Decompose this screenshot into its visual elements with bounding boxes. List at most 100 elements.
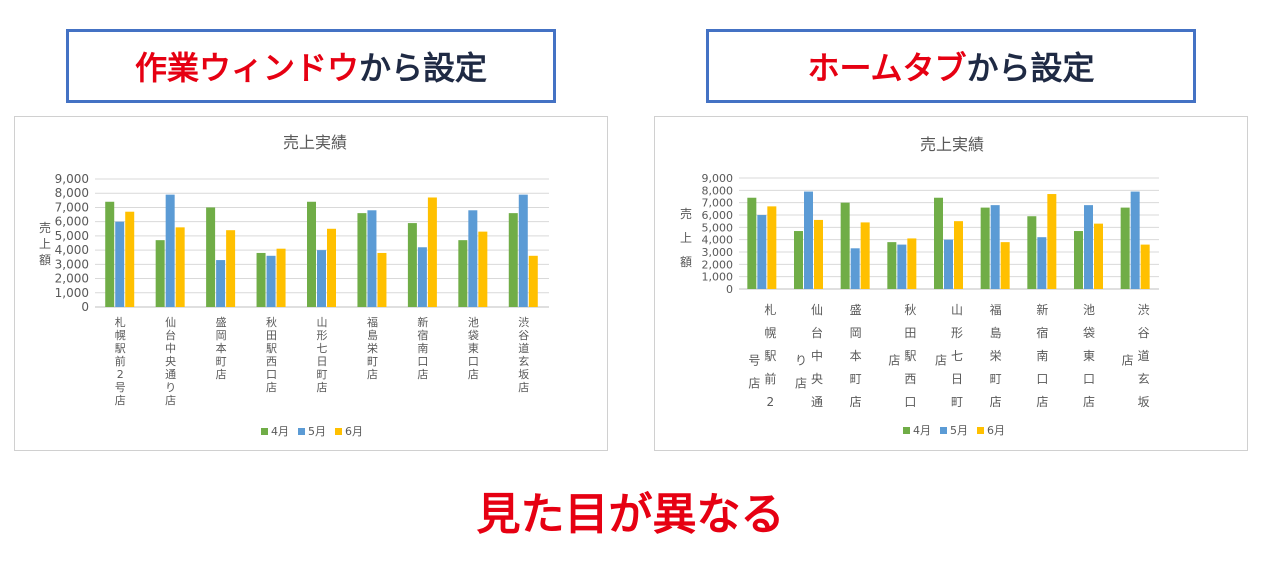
heading-navy-text: から設定 [359,49,488,87]
category-label-char: 札 [764,303,776,317]
category-label-char: 島 [367,328,378,342]
y-tick-label: 8,000 [702,184,734,197]
category-label-char: 店 [888,354,900,368]
y-tick-label: 2,000 [702,258,734,271]
legend-label: 5月 [950,424,968,437]
category-label-char: 町 [850,372,862,386]
category-label-char: 玄 [1138,371,1150,386]
y-tick-label: 6,000 [702,209,734,222]
bar-6月 [814,219,823,289]
category-label-char: 町 [216,355,227,368]
category-label-char: 店 [367,367,378,381]
category-label-char: 栄 [990,349,1002,363]
category-label-char: 山 [951,303,963,317]
category-label-char: 田 [266,329,277,342]
y-tick-label: 0 [726,283,733,296]
heading-box-home-tab: ホームタブ から設定 [706,29,1196,103]
y-axis-label-char: 上 [680,231,692,245]
bar-4月 [887,242,897,289]
y-tick-label: 9,000 [702,172,734,185]
category-label-char: 谷 [518,329,529,342]
category-label-char: 通 [811,395,823,409]
category-label-char: 町 [317,368,328,381]
y-tick-label: 3,000 [702,246,734,259]
y-tick-label: 4,000 [55,243,89,257]
bar-4月 [1120,207,1130,289]
bar-4月 [840,202,850,289]
bar-6月 [1000,242,1010,289]
category-label-char: 店 [795,377,807,391]
category-label-char: 福 [367,315,378,329]
bar-6月 [226,230,236,307]
category-label-char: 口 [417,355,428,368]
category-label-char: 号 [748,354,760,368]
category-label-char: 口 [266,368,277,381]
category-label-char: 袋 [1083,326,1095,340]
category-label-char: 店 [317,380,328,394]
category-label-char: り [165,381,176,394]
category-label-char: 玄 [518,354,529,368]
category-label-char: 店 [748,377,760,391]
category-label-char: 店 [216,367,227,381]
chart-right-frame[interactable]: 売上実績売上額 0 1,000 2,000 3,000 4,000 5,000 6,000 7,… [654,116,1248,451]
category-label-char: 七 [317,342,328,355]
legend-swatch-4月 [903,427,910,434]
category-label-char: 店 [115,393,126,407]
category-label-char: 道 [518,341,529,355]
category-label-char: 札 [115,316,126,329]
bar-6月 [377,252,387,307]
category-label-char: 岡 [216,329,227,342]
category-label-char: 坂 [1138,395,1150,409]
bar-4月 [307,201,316,307]
bottom-caption: 見た目が異なる [476,489,785,540]
category-label-char: 店 [417,367,428,381]
bar-4月 [934,197,943,289]
category-label-char: 岡 [850,326,862,340]
chart-title: 売上実績 [283,133,347,152]
bar-4月 [155,240,165,307]
bar-6月 [1094,223,1103,289]
y-tick-label: 9,000 [55,172,89,186]
legend-swatch-4月 [261,428,268,435]
bar-5月 [757,215,767,289]
bar-4月 [206,207,216,307]
bar-5月 [266,255,276,307]
category-label-char: 駅 [764,349,776,363]
heading-navy-text: から設定 [966,49,1095,87]
category-label-char: 坂 [518,368,529,381]
y-tick-label: 6,000 [55,215,89,229]
category-label-char: 渋 [1138,303,1150,317]
legend-swatch-5月 [298,428,305,435]
y-axis-label-char: 額 [680,255,692,269]
category-label-char: 南 [1036,348,1048,363]
category-label-char: 中 [165,342,176,355]
bar-5月 [1037,237,1047,289]
y-tick-label: 7,000 [702,197,734,210]
bar-6月 [478,231,488,307]
bar-6月 [427,197,437,307]
category-label-char: 東 [468,342,479,355]
category-label-char: 道 [1138,349,1150,363]
legend-swatch-6月 [335,428,342,435]
y-tick-label: 1,000 [55,286,89,300]
legend-label: 5月 [308,425,326,438]
y-tick-label: 4,000 [702,234,734,247]
heading-box-work-pane: 作業ウィンドウ から設定 [66,29,556,103]
category-label-char: 台 [811,325,823,340]
bar-4月 [458,240,468,307]
category-label-char: り [795,354,807,368]
y-tick-label: 3,000 [55,257,89,271]
bar-5月 [804,191,813,289]
category-label-char: 盛 [850,302,862,317]
bar-4月 [407,223,417,307]
bar-4月 [357,213,367,307]
bar-6月 [1047,194,1057,289]
bar-5月 [165,194,175,307]
chart-left-frame[interactable]: 売上実績売上額 0 1,000 2,000 3,000 4,000 5,000 6,000 7,… [14,116,608,451]
category-label-char: 山 [317,316,328,329]
bar-5月 [850,248,860,289]
bar-5月 [990,205,1000,289]
bar-5月 [216,260,226,307]
bar-4月 [1027,216,1037,289]
